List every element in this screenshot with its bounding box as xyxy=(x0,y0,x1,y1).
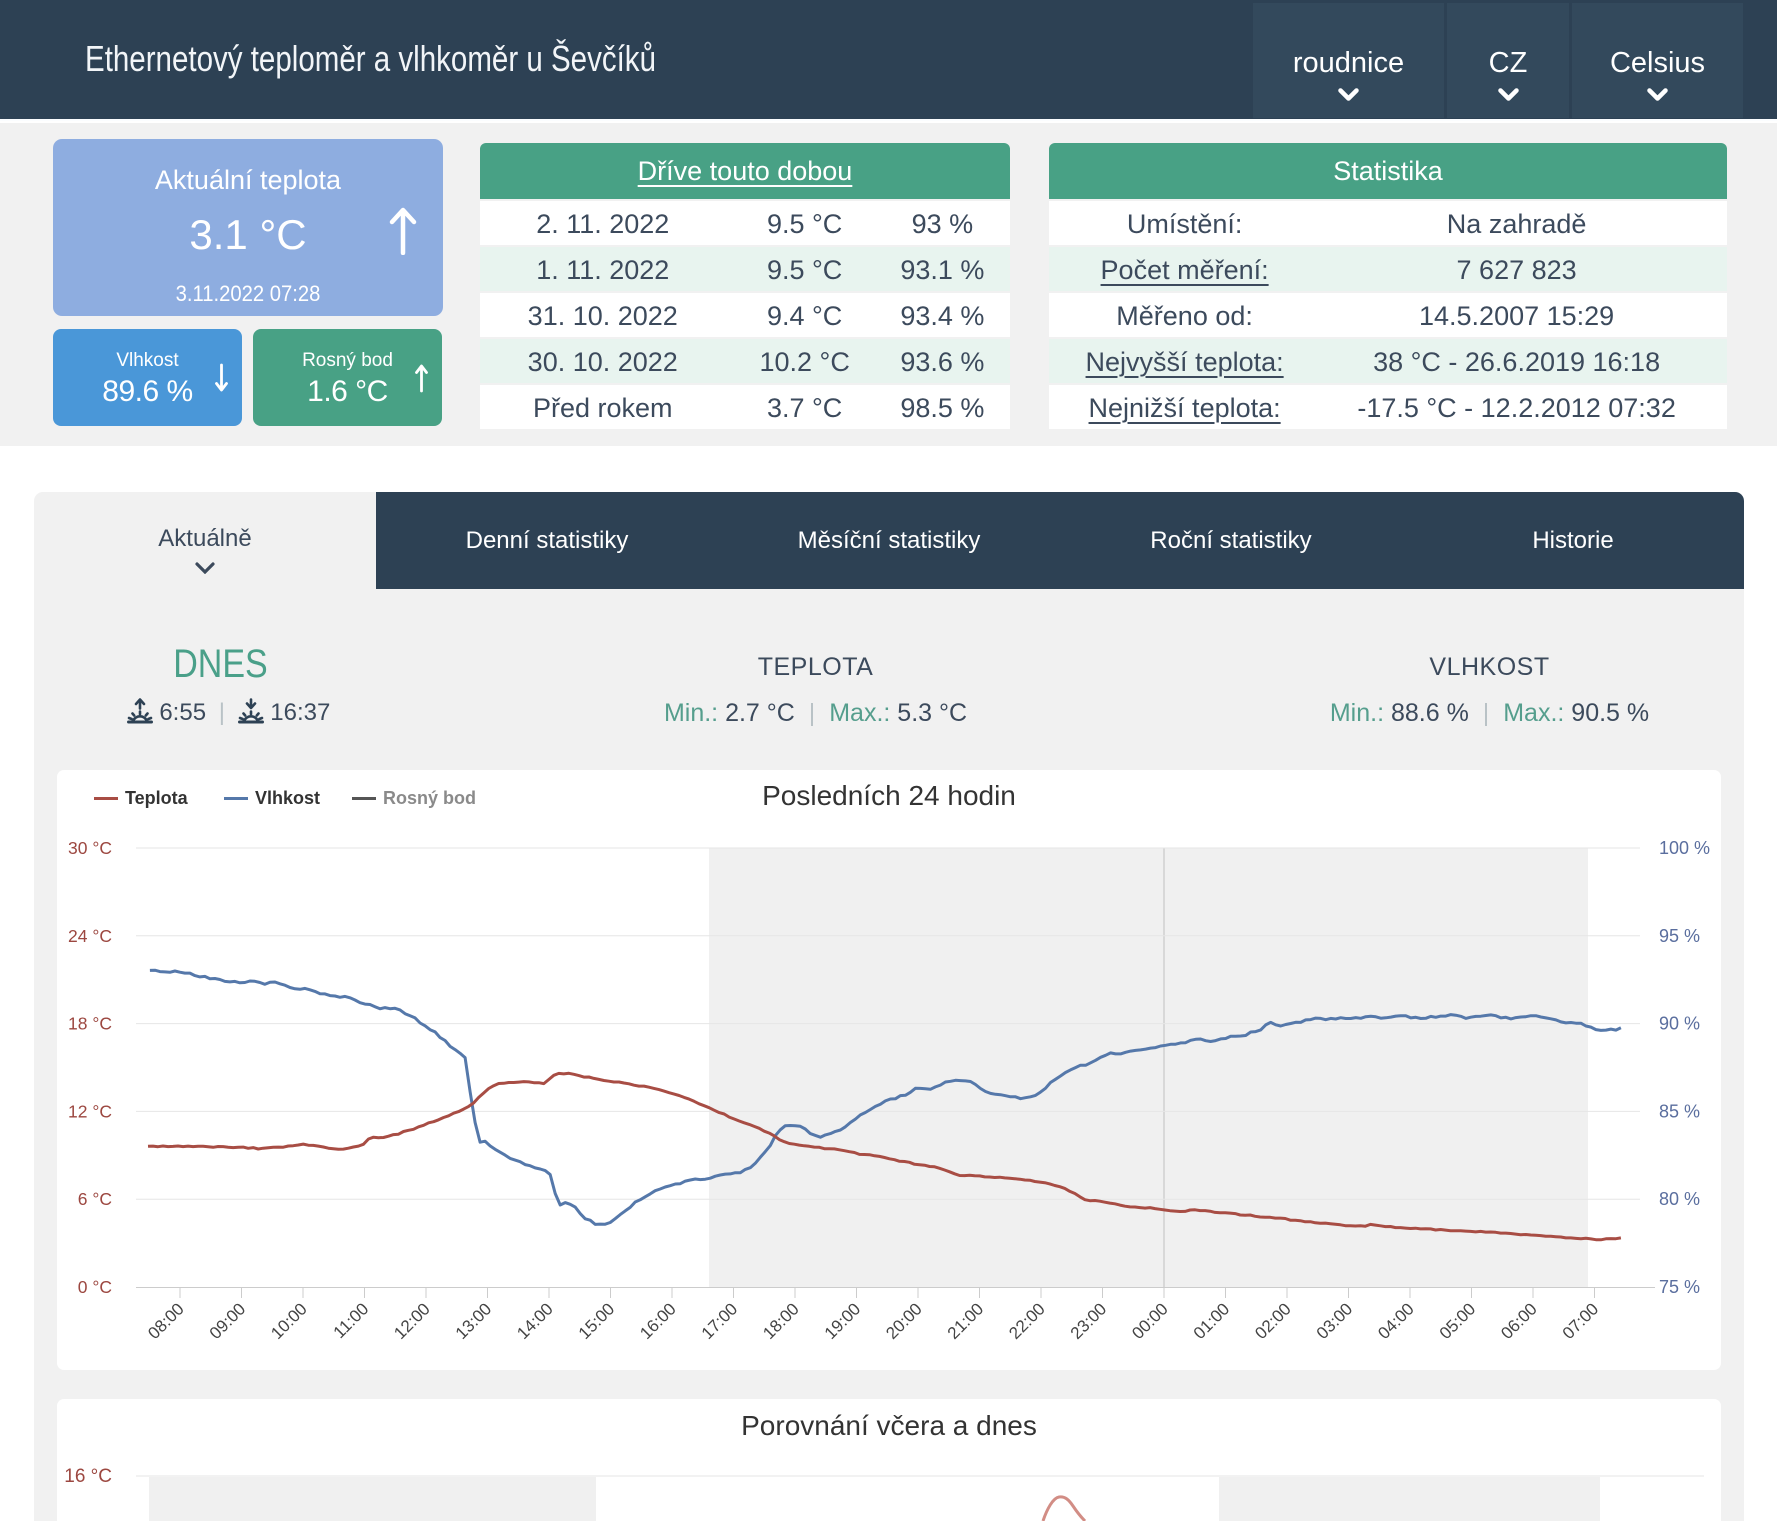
svg-text:16 °C: 16 °C xyxy=(64,1466,112,1487)
svg-text:00:00: 00:00 xyxy=(1128,1299,1172,1343)
svg-text:80 %: 80 % xyxy=(1659,1189,1700,1209)
svg-text:85 %: 85 % xyxy=(1659,1101,1700,1121)
svg-text:10:00: 10:00 xyxy=(267,1299,311,1343)
svg-text:17:00: 17:00 xyxy=(698,1299,742,1343)
svg-text:19:00: 19:00 xyxy=(821,1299,865,1343)
svg-text:20:00: 20:00 xyxy=(882,1299,926,1343)
svg-text:04:00: 04:00 xyxy=(1374,1299,1418,1343)
svg-text:03:00: 03:00 xyxy=(1313,1299,1357,1343)
svg-text:02:00: 02:00 xyxy=(1251,1299,1295,1343)
svg-text:0 °C: 0 °C xyxy=(78,1277,112,1297)
svg-text:22:00: 22:00 xyxy=(1005,1299,1049,1343)
svg-text:06:00: 06:00 xyxy=(1497,1299,1541,1343)
svg-text:30 °C: 30 °C xyxy=(68,838,112,858)
svg-text:90 %: 90 % xyxy=(1659,1014,1700,1034)
svg-text:01:00: 01:00 xyxy=(1190,1299,1234,1343)
svg-text:08:00: 08:00 xyxy=(144,1299,188,1343)
svg-text:14:00: 14:00 xyxy=(513,1299,557,1343)
svg-text:05:00: 05:00 xyxy=(1436,1299,1480,1343)
svg-text:11:00: 11:00 xyxy=(330,1299,373,1342)
svg-text:09:00: 09:00 xyxy=(206,1299,250,1343)
svg-text:18 °C: 18 °C xyxy=(68,1014,112,1034)
svg-text:75 %: 75 % xyxy=(1659,1277,1700,1297)
svg-text:16:00: 16:00 xyxy=(636,1299,680,1343)
svg-text:12:00: 12:00 xyxy=(390,1299,434,1343)
svg-text:12 °C: 12 °C xyxy=(68,1101,112,1121)
svg-text:23:00: 23:00 xyxy=(1067,1299,1111,1343)
svg-text:18:00: 18:00 xyxy=(759,1299,803,1343)
svg-text:13:00: 13:00 xyxy=(452,1299,496,1343)
svg-text:6 °C: 6 °C xyxy=(78,1189,112,1209)
svg-text:21:00: 21:00 xyxy=(944,1299,988,1343)
svg-text:100 %: 100 % xyxy=(1659,838,1710,858)
svg-text:95 %: 95 % xyxy=(1659,926,1700,946)
svg-text:24 °C: 24 °C xyxy=(68,926,112,946)
svg-text:07:00: 07:00 xyxy=(1559,1299,1603,1343)
svg-text:15:00: 15:00 xyxy=(575,1299,619,1343)
